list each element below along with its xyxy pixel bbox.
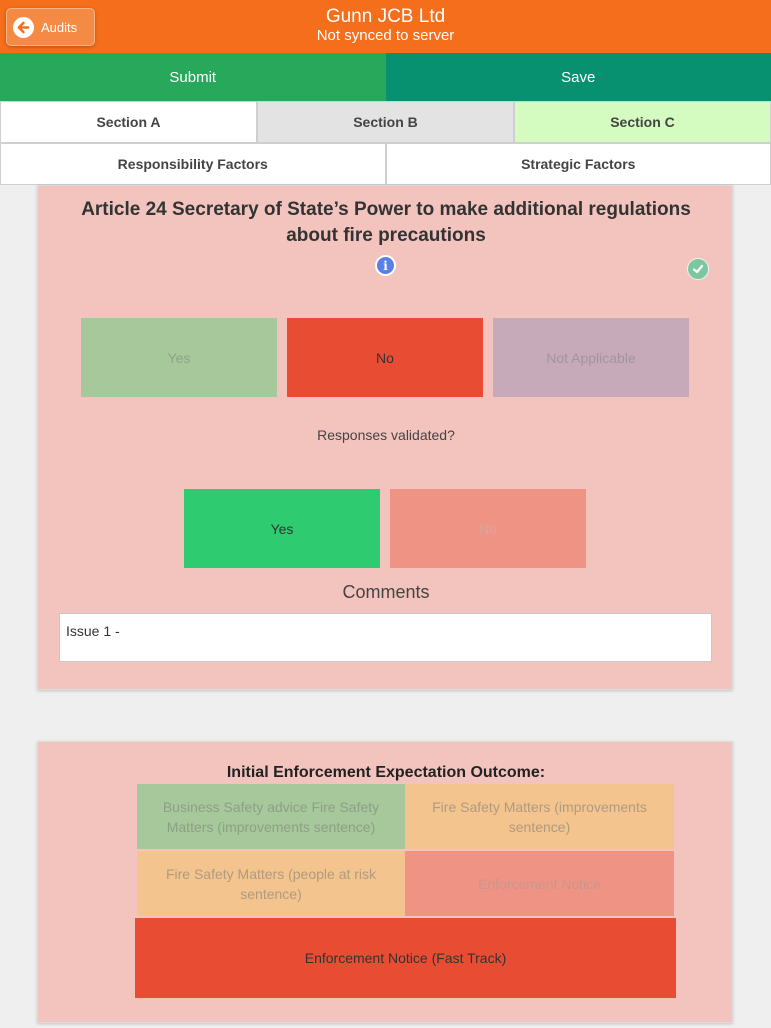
outcome-title: Initial Enforcement Expectation Outcome: [226, 764, 546, 781]
submit-button[interactable]: Submit [0, 53, 386, 101]
app-header: Audits Gunn JCB Ltd Not synced to server [0, 0, 771, 53]
comments-label: Comments [342, 582, 430, 602]
back-arrow-icon [13, 16, 34, 38]
tab-section-b[interactable]: Section B [257, 101, 514, 143]
page-title: Gunn JCB Ltd [325, 6, 446, 27]
outcome-fire-safety-improvements[interactable]: Fire Safety Matters (improvements senten… [405, 784, 674, 849]
validated-yes-button[interactable]: Yes [184, 489, 380, 568]
comments-field[interactable]: Issue 1 - [59, 613, 712, 662]
answer-no-button[interactable]: No [287, 318, 483, 397]
check-icon [687, 258, 709, 280]
section-tabs: Section A Section B Section C [0, 101, 771, 143]
sync-status: Not synced to server [316, 27, 455, 44]
outcome-card: Initial Enforcement Expectation Outcome:… [37, 741, 733, 1023]
answer-yes-button[interactable]: Yes [81, 318, 277, 397]
validated-label: Responses validated? [317, 427, 455, 443]
outcome-enforcement-notice[interactable]: Enforcement Notice [405, 851, 674, 916]
outcome-business-safety-advice[interactable]: Business Safety advice Fire Safety Matte… [137, 784, 405, 849]
tab-strategic-factors[interactable]: Strategic Factors [385, 143, 771, 185]
validated-no-button[interactable]: No [390, 489, 586, 568]
question-card: Article 24 Secretary of State’s Power to… [37, 185, 733, 690]
factor-tabs: Responsibility Factors Strategic Factors [0, 143, 771, 185]
tab-responsibility-factors[interactable]: Responsibility Factors [0, 143, 386, 185]
save-button[interactable]: Save [385, 53, 771, 101]
action-bar: Submit Save [0, 53, 771, 101]
info-icon[interactable]: i [375, 255, 396, 276]
tab-section-c[interactable]: Section C [514, 101, 771, 143]
answer-not-applicable-button[interactable]: Not Applicable [493, 318, 689, 397]
back-button[interactable]: Audits [6, 8, 95, 46]
outcome-fire-safety-people-at-risk[interactable]: Fire Safety Matters (people at risk sent… [137, 851, 405, 916]
tab-section-a[interactable]: Section A [0, 101, 257, 143]
outcome-enforcement-notice-fast-track[interactable]: Enforcement Notice (Fast Track) [135, 918, 676, 998]
question-title: Article 24 Secretary of State’s Power to… [81, 199, 691, 246]
back-label: Audits [41, 19, 78, 35]
